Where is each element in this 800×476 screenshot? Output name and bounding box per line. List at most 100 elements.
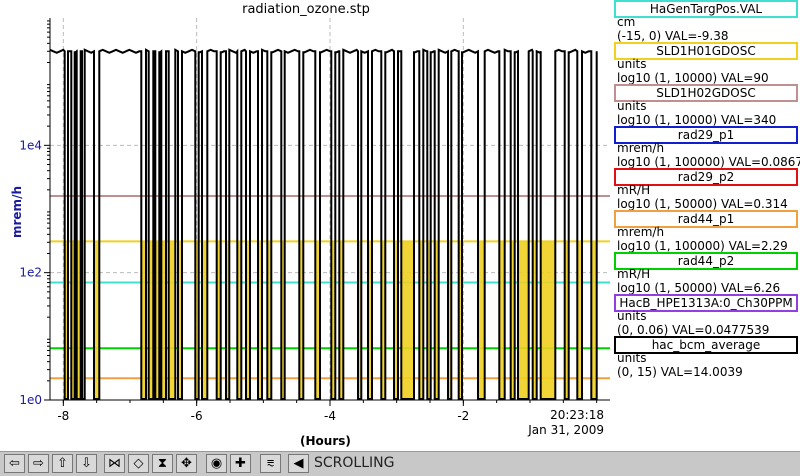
trip-marker [401, 241, 414, 400]
add-button[interactable]: ✚ [230, 454, 251, 473]
trip-marker [540, 241, 556, 400]
scroll-back-icon: ◀ [293, 456, 304, 471]
y-tick-label: 1e0 [19, 393, 42, 407]
y-axis-label: mrem/h [10, 186, 24, 238]
trip-marker [315, 241, 320, 400]
legend-range: log10 (1, 100000) VAL=2.29 [617, 239, 788, 253]
legend-unit: units [617, 351, 647, 365]
trip-marker [281, 241, 285, 400]
legend-item[interactable]: SLD1H01GDOSC units log10 (1, 10000) VAL=90 [612, 42, 800, 90]
trip-marker [76, 241, 81, 400]
timestamp-time: 20:23:18 [550, 408, 604, 422]
axes: 1e0 1e2 1e4 -8 -6 -4 -2 [19, 18, 610, 423]
legend: HaGenTargPos.VAL cm (-15, 0) VAL=-9.38 SLD1… [612, 0, 800, 380]
zoom-out-horizontal-icon: ◇ [133, 456, 144, 471]
legend-range: (0, 0.06) VAL=0.0477539 [617, 323, 770, 337]
series-lines [49, 48, 610, 400]
trip-marker [267, 241, 272, 400]
trip-marker [168, 241, 176, 400]
trip-marker [458, 241, 462, 400]
trip-marker [591, 241, 597, 400]
x-tick-label: -4 [324, 409, 336, 423]
trip-marker [82, 241, 85, 400]
y-tick-label: 1e2 [19, 266, 42, 280]
trip-marker [71, 241, 75, 400]
legend-series-name: rad29_p1 [614, 126, 798, 144]
trip-marker [499, 241, 505, 400]
trip-marker [564, 241, 569, 400]
trip-marker [258, 241, 262, 400]
legend-series-name: rad29_p2 [614, 168, 798, 186]
trip-marker [195, 241, 199, 400]
legend-range: log10 (1, 50000) VAL=0.314 [617, 197, 788, 211]
legend-range: log10 (1, 10000) VAL=340 [617, 113, 777, 127]
scroll-back-button[interactable]: ◀ [288, 454, 309, 473]
trip-marker [155, 241, 160, 400]
legend-item[interactable]: rad44_p1 mrem/h log10 (1, 100000) VAL=2.29 [612, 210, 800, 258]
trip-marker [94, 241, 100, 400]
x-axis-label: (Hours) [300, 434, 351, 448]
legend-item[interactable]: hac_bcm_average units (0, 15) VAL=14.0039 [612, 336, 800, 384]
x-tick-label: -6 [191, 409, 203, 423]
legend-item[interactable]: SLD1H02GDOSC units log10 (1, 10000) VAL=34… [612, 84, 800, 132]
trip-marker [339, 241, 344, 400]
autoscale-icon: ⩳ [266, 456, 275, 471]
arrow-down-button[interactable]: ⇩ [76, 454, 97, 473]
legend-range: (-15, 0) VAL=-9.38 [617, 29, 729, 43]
legend-series-name: hac_bcm_average [614, 336, 798, 354]
legend-item[interactable]: HacB_HPE1313A:0_Ch30PPM units (0, 0.06) VA… [612, 294, 800, 342]
trip-marker [434, 241, 439, 400]
legend-range: (0, 15) VAL=14.0039 [617, 365, 743, 379]
trip-marker [381, 241, 386, 400]
legend-item[interactable]: rad29_p1 mrem/h log10 (1, 100000) VAL=0.08… [612, 126, 800, 174]
legend-item[interactable]: rad29_p2 mR/H log10 (1, 50000) VAL=0.314 [612, 168, 800, 216]
legend-series-name: HacB_HPE1313A:0_Ch30PPM [614, 294, 798, 312]
arrow-right-button[interactable]: ⇨ [28, 454, 49, 473]
trip-marker [64, 241, 68, 400]
trip-marker [427, 241, 431, 400]
config-button[interactable]: ◉ [206, 454, 227, 473]
arrow-up-button[interactable]: ⇧ [52, 454, 73, 473]
trip-marker [419, 241, 424, 400]
legend-unit: mR/H [617, 267, 651, 281]
legend-unit: mrem/h [617, 225, 665, 239]
trip-marker [202, 241, 208, 400]
trip-marker [148, 241, 154, 400]
y-tick-label: 1e4 [19, 138, 42, 152]
trip-marker [246, 241, 250, 400]
trip-marker [518, 241, 529, 400]
legend-item[interactable]: HaGenTargPos.VAL cm (-15, 0) VAL=-9.38 [612, 0, 800, 48]
legend-item[interactable]: rad44_p2 mR/H log10 (1, 50000) VAL=6.26 [612, 252, 800, 300]
x-tick-label: -8 [57, 409, 69, 423]
zoom-out-vertical-button[interactable]: ✥ [176, 454, 197, 473]
zoom-in-vertical-icon: ⧗ [157, 456, 168, 471]
chart: 1e0 1e2 1e4 -8 -6 -4 -2 [19, 18, 610, 423]
trip-marker [577, 241, 582, 400]
zoom-out-horizontal-button[interactable]: ◇ [128, 454, 149, 473]
x-tick-label: -2 [457, 409, 469, 423]
arrow-left-button[interactable]: ⇦ [4, 454, 25, 473]
legend-unit: mrem/h [617, 141, 665, 155]
legend-unit: units [617, 57, 647, 71]
trip-marker [216, 241, 221, 400]
series-line-hac_bcm_average [49, 48, 598, 400]
autoscale-button[interactable]: ⩳ [260, 454, 281, 473]
trip-marker [478, 241, 485, 400]
trip-marker [448, 241, 452, 400]
arrow-down-icon: ⇩ [81, 456, 92, 471]
trip-marker [331, 241, 336, 400]
legend-range: log10 (1, 10000) VAL=90 [617, 71, 769, 85]
zoom-in-vertical-button[interactable]: ⧗ [152, 454, 173, 473]
legend-series-name: HaGenTargPos.VAL [614, 0, 798, 18]
timestamp: 20:23:18 Jan 31, 2009 [520, 408, 604, 438]
trip-marker [237, 241, 242, 400]
trip-marker [226, 241, 230, 400]
legend-series-name: rad44_p1 [614, 210, 798, 228]
scrolling-status: SCROLLING [314, 455, 395, 471]
zoom-in-horizontal-button[interactable]: ⋈ [104, 454, 125, 473]
trip-marker [510, 241, 515, 400]
toolbar: ⇦ ⇨ ⇧ ⇩ ⋈ ◇ ⧗ ✥ ◉ ✚ ⩳ ◀ SCROLLING [0, 451, 800, 476]
legend-series-name: rad44_p2 [614, 252, 798, 270]
trip-marker [161, 241, 166, 400]
arrow-up-icon: ⇧ [57, 456, 68, 471]
